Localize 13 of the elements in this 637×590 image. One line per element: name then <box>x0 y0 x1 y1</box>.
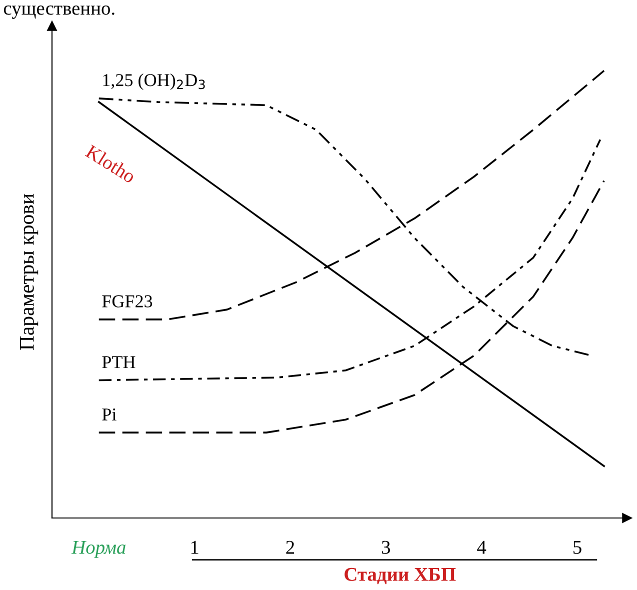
x-tick-label: 5 <box>574 540 582 554</box>
series-label: Pi <box>102 408 116 420</box>
x-tick-label: 3 <box>382 540 390 554</box>
y-axis-title: Параметры крови <box>20 194 38 350</box>
series-label: 1,25 (OH)$_{2}$D$_{3}$ <box>103 74 205 90</box>
x-tick-label: 2 <box>286 540 294 554</box>
x-tick-label: 1 <box>191 540 198 554</box>
x-tick-label: Норма <box>71 540 126 558</box>
series-label: FGF23 <box>102 295 152 308</box>
text: существенно. <box>4 5 114 19</box>
x-axis-title: Стадии ХБП <box>344 568 456 584</box>
series-label: PTH <box>102 356 136 368</box>
x-tick-label: 4 <box>477 540 486 554</box>
